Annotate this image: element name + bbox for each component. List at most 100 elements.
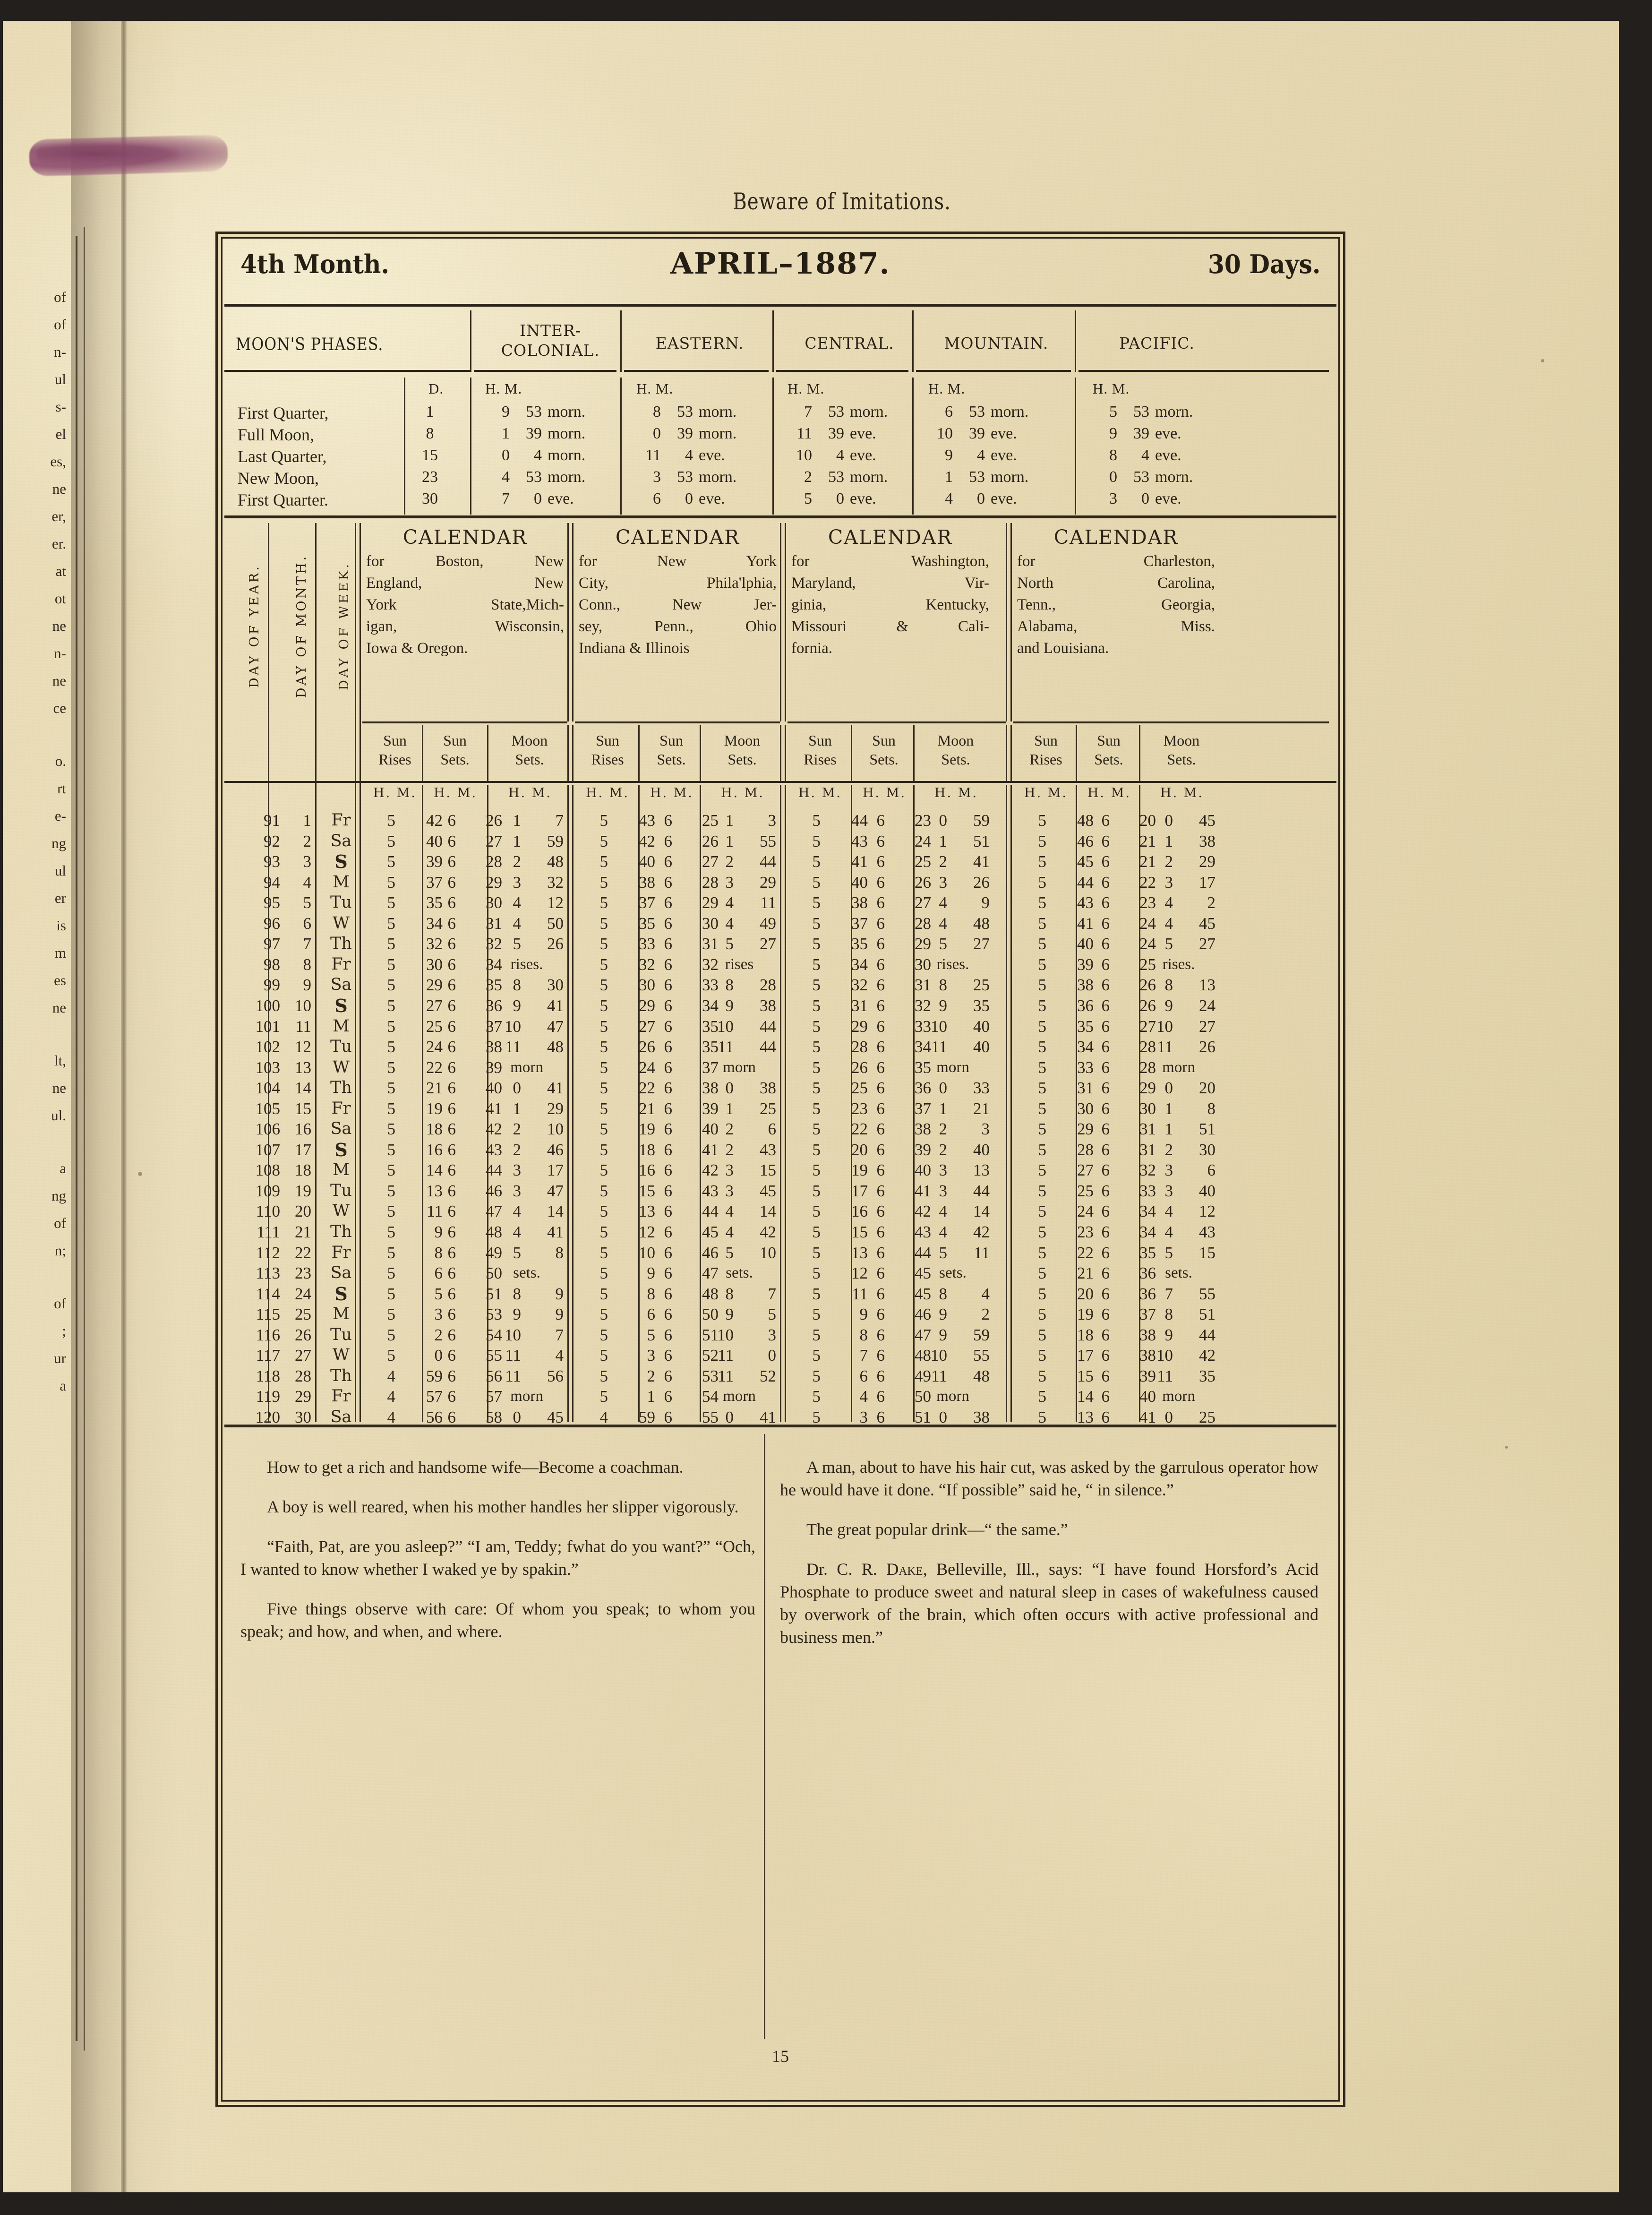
grid-rule <box>785 785 786 1422</box>
cell-moon-sets-minute: 12 <box>547 893 564 912</box>
cell-sun-sets-hour: 6 <box>1101 1058 1110 1077</box>
moon-phase-name: First Quarter. <box>238 490 328 509</box>
moon-phase-time: 4 0 eve. <box>928 490 1017 508</box>
cell-sun-rises-minute: 9 <box>434 1223 443 1241</box>
cell-day-of-month: 6 <box>303 914 312 933</box>
subheader-sun-sets: Sun Sets. <box>425 731 485 769</box>
calendar-block-washington: CALENDAR for Washington, Maryland, Vir-gin… <box>787 526 993 659</box>
cell-sun-rises-hour: 5 <box>1038 996 1047 1015</box>
cell-sun-rises-minute: 42 <box>426 811 443 830</box>
cell-sun-sets-hour: 6 <box>1101 976 1110 995</box>
cell-sun-sets-hour: 6 <box>664 1366 673 1385</box>
cell-moon-sets-minute: 48 <box>973 1366 990 1385</box>
cell-sun-rises-hour: 4 <box>387 1387 396 1406</box>
subheader-line2: Sets. <box>941 751 970 768</box>
cell-moon-sets-hour: 8 <box>939 976 948 995</box>
bleed-line: ul <box>54 371 66 387</box>
moon-phase-name: New Moon, <box>238 469 319 488</box>
bleed-line: ne <box>52 481 66 497</box>
cell-sun-sets-minute: 21 <box>1139 852 1156 871</box>
cell-sun-rises-hour: 5 <box>387 1264 396 1283</box>
cell-sun-rises-minute: 44 <box>851 811 868 830</box>
cell-sun-sets-minute: 35 <box>1139 1243 1156 1262</box>
moon-hm-header: H. M. <box>485 380 522 397</box>
cell-day-of-year: 104 <box>255 1079 281 1098</box>
cell-sun-rises-hour: 5 <box>599 1387 608 1406</box>
table-row: 101 11 M 5 25 6 37 10 47 5 27 6 35 10 44 5 29 6 33 10 40 5 35 6… <box>224 1016 1336 1037</box>
cell-moon-sets-minute: 24 <box>1199 996 1215 1015</box>
calendar-region-line: for New York <box>579 553 777 570</box>
cell-sun-rises-minute: 0 <box>434 1346 443 1365</box>
cell-sun-sets-minute: 30 <box>702 914 719 933</box>
table-row: 93 3 S 5 39 6 28 2 48 5 40 6 27 2 44 5 41 6 25 2 41 5 45 6 21 2 29 <box>224 851 1336 872</box>
cell-sun-rises-minute: 26 <box>851 1058 868 1077</box>
bleed-line: n; <box>54 1242 66 1259</box>
cell-sun-rises-minute: 25 <box>426 1017 443 1036</box>
cell-sun-rises-hour: 4 <box>599 1408 608 1426</box>
calhead-rule <box>1006 523 1007 721</box>
cell-moon-sets-hour: 3 <box>1164 1161 1173 1180</box>
cell-moon-sets-minute: 52 <box>760 1366 776 1385</box>
table-row: 94 4 M 5 37 6 29 3 32 5 38 6 28 3 29 5 40 6 26 3 26 5 44 6 22 3 17 <box>224 872 1336 893</box>
moon-phase-ampm: morn. <box>548 403 586 421</box>
moon-header-rule <box>776 370 908 372</box>
cell-sun-sets-hour: 6 <box>876 1264 885 1283</box>
cell-sun-rises-minute: 37 <box>639 893 655 912</box>
cell-day-of-year: 98 <box>264 955 280 974</box>
cell-sun-sets-minute: 28 <box>1139 1058 1156 1077</box>
cell-sun-rises-hour: 5 <box>599 914 608 933</box>
cell-moon-sets-hour: 11 <box>931 1038 947 1056</box>
cell-sun-rises-hour: 5 <box>599 1305 608 1324</box>
moon-phase-day: 23 <box>422 468 438 486</box>
cell-sun-sets-hour: 6 <box>876 996 885 1015</box>
cell-sun-sets-hour: 6 <box>447 1366 456 1385</box>
cell-moon-sets-hour: 0 <box>1164 1408 1173 1426</box>
cell-sun-sets-hour: 6 <box>876 1058 885 1077</box>
cell-sun-sets-hour: 6 <box>876 873 885 892</box>
cell-moon-sets-word: sets. <box>513 1264 540 1282</box>
subheader-rule <box>780 725 781 781</box>
calendar-region-line: Iowa & Oregon. <box>366 640 468 657</box>
cell-sun-sets-hour: 6 <box>1101 914 1110 933</box>
moon-phase-hour: 9 <box>502 403 510 421</box>
cell-sun-sets-minute: 54 <box>486 1325 502 1344</box>
cell-day-of-year: 96 <box>264 914 280 933</box>
cell-sun-rises-hour: 5 <box>812 914 821 933</box>
rule-below-calendar-grid <box>224 1425 1336 1427</box>
cell-sun-sets-minute: 29 <box>486 873 502 892</box>
adjacent-page-bleed-column: of of n-ul s-el es, ne er, er. at ot ne n-ne ce o. rt… <box>0 227 85 2051</box>
calendar-region-line: for Washington, <box>791 553 989 570</box>
moon-phase-time: 7 0 eve. <box>485 490 574 508</box>
cell-sun-rises-minute: 27 <box>1077 1161 1094 1180</box>
rule-below-masthead <box>224 304 1336 307</box>
hm-header: H. M. <box>508 786 552 800</box>
sun-moon-subheaders: Sun Rises Sun Sets. Moon Sets. Sun Rises Sun Sets… <box>224 725 1336 782</box>
cell-moon-sets-hour: 2 <box>725 1140 734 1159</box>
cell-moon-sets-hour: 10 <box>717 1017 734 1036</box>
cell-moon-sets-minute: 51 <box>973 832 990 850</box>
cell-sun-sets-minute: 26 <box>702 832 719 850</box>
subheader-line1: Sun <box>808 732 832 749</box>
cell-sun-sets-hour: 6 <box>447 976 456 995</box>
cell-sun-rises-minute: 21 <box>426 1079 443 1098</box>
table-row: 91 1 Fr 5 42 6 26 1 7 5 43 6 25 1 3 5 44 6 23 0 59 5 48 6 20 0 45 <box>224 810 1336 831</box>
cell-moon-sets-minute: 30 <box>547 976 564 995</box>
cell-sun-rises-minute: 32 <box>426 935 443 953</box>
cell-sun-sets-minute: 26 <box>1139 976 1156 995</box>
cell-day-of-week: Tu <box>330 893 352 912</box>
cell-sun-sets-minute: 50 <box>915 1387 931 1406</box>
cell-sun-sets-hour: 6 <box>664 1079 673 1098</box>
cell-sun-rises-hour: 5 <box>387 914 396 933</box>
subheader-line1: Sun <box>383 732 407 749</box>
hm-header: H. M. <box>934 786 978 800</box>
cell-sun-rises-minute: 44 <box>1077 873 1094 892</box>
quip-paragraph: “Faith, Pat, are you asleep?” “I am, Ted… <box>240 1537 755 1579</box>
cell-sun-rises-hour: 5 <box>387 1223 396 1241</box>
cell-moon-sets-hour: 4 <box>725 893 734 912</box>
calendar-region-line: fornia. <box>791 640 833 657</box>
moon-phase-time: 0 53 morn. <box>1093 468 1193 486</box>
cell-moon-sets-hour: 3 <box>939 1181 948 1200</box>
cell-sun-sets-hour: 6 <box>447 1161 456 1180</box>
hm-header: H. M. <box>650 786 693 800</box>
cell-day-of-year: 92 <box>264 832 280 850</box>
